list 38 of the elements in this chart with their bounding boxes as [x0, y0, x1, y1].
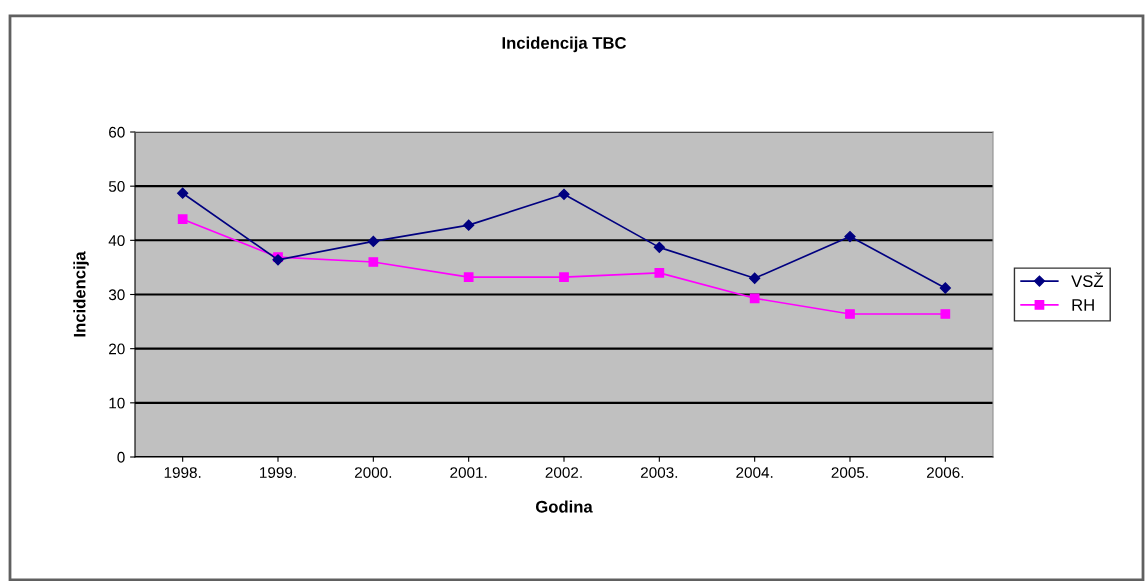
y-tick-label: 60 [109, 126, 125, 138]
y-tick-label: 30 [108, 289, 125, 301]
point [939, 282, 951, 294]
y-tick-label: 40 [108, 235, 125, 247]
point [177, 187, 189, 199]
x-tick-label: 2004. [736, 467, 773, 478]
legend-label: VSŽ [1071, 272, 1104, 288]
point [367, 235, 379, 248]
point [749, 272, 761, 284]
x-tick-label: 2001. [450, 467, 487, 478]
point [463, 272, 474, 283]
point [272, 254, 284, 266]
y-axis-title: Incidencija [73, 251, 89, 337]
x-tick-label: 1998. [164, 467, 201, 478]
point [940, 309, 951, 319]
legend-label: RH [1072, 299, 1094, 311]
point [463, 219, 475, 231]
point [844, 230, 856, 243]
x-axis-title: Godina [535, 500, 593, 513]
chart-title: Incidencija TBC [502, 36, 627, 53]
x-tick-label: 2002. [545, 467, 582, 478]
point [177, 214, 188, 225]
y-tick-label: 0 [117, 451, 125, 463]
x-tick-label: 2000. [354, 467, 392, 478]
point [654, 267, 665, 278]
point [749, 293, 760, 304]
y-tick-label: 50 [108, 181, 125, 192]
point [558, 188, 570, 200]
y-tick-label: 10 [109, 397, 125, 409]
x-tick-label: 2003. [640, 467, 678, 478]
point [559, 272, 569, 283]
x-tick-label: 2006. [926, 467, 964, 478]
x-tick-label: 1999. [260, 467, 296, 478]
y-tick-label: 20 [109, 343, 125, 355]
x-tick-label: 2005. [831, 467, 868, 478]
point [653, 241, 665, 253]
point [845, 309, 855, 319]
point [368, 257, 379, 267]
